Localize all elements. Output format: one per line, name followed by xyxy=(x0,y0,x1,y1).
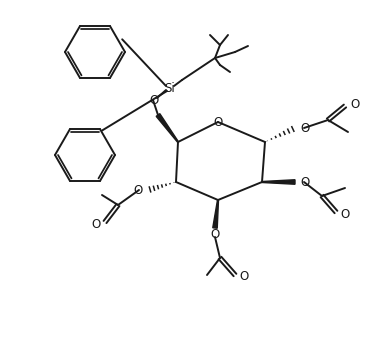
Polygon shape xyxy=(213,200,219,228)
Text: O: O xyxy=(134,183,143,197)
Text: O: O xyxy=(300,176,309,188)
Polygon shape xyxy=(262,180,295,184)
Text: O: O xyxy=(340,207,349,220)
Text: O: O xyxy=(350,99,359,112)
Text: O: O xyxy=(213,116,223,128)
Text: O: O xyxy=(92,218,101,231)
Text: O: O xyxy=(149,95,159,107)
Text: O: O xyxy=(210,227,220,240)
Polygon shape xyxy=(156,114,178,142)
Text: O: O xyxy=(300,121,309,135)
Text: O: O xyxy=(239,270,248,282)
Text: Si: Si xyxy=(164,81,176,95)
